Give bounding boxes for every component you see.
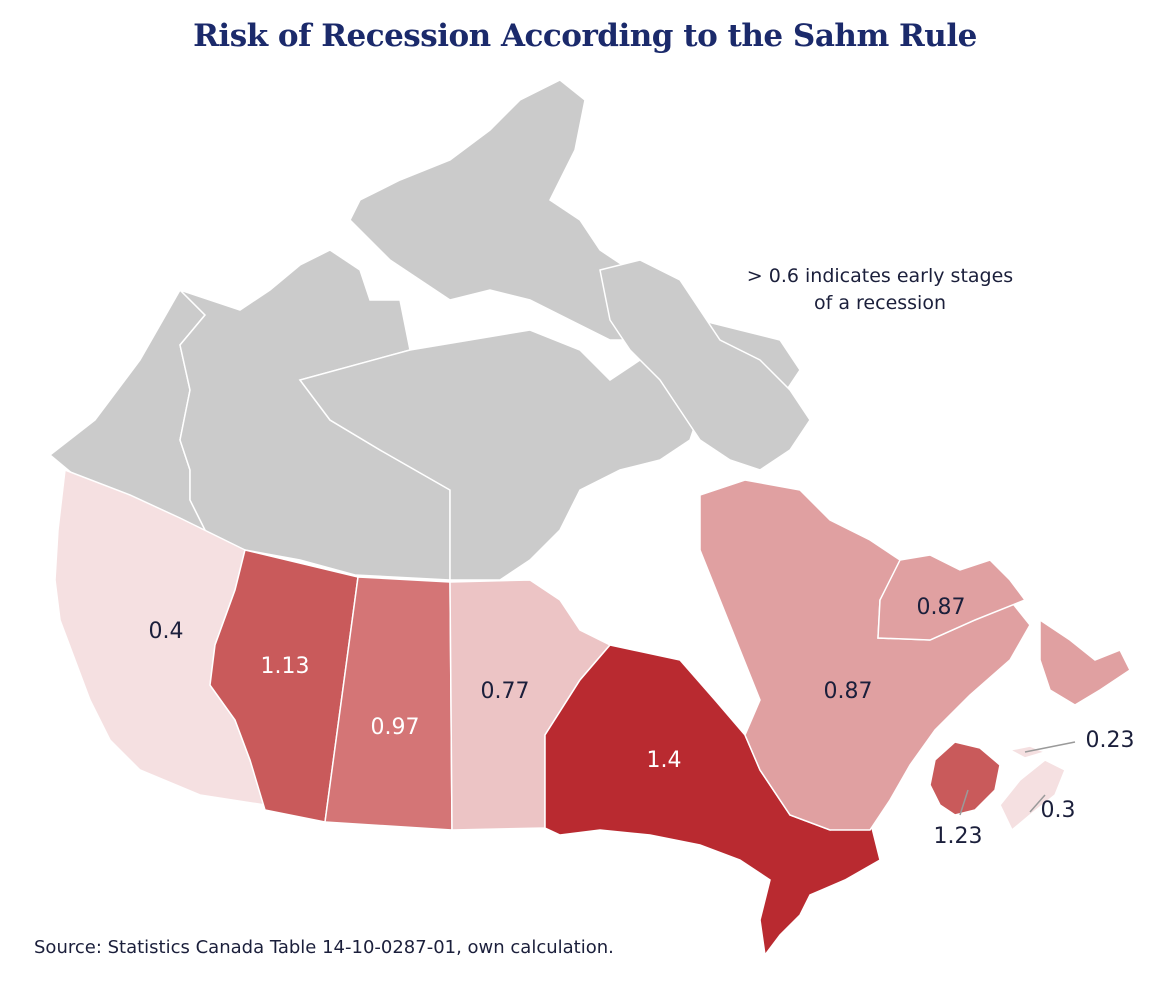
threshold-note-line2: of a recession [814, 292, 946, 314]
source-note: Source: Statistics Canada Table 14-10-02… [34, 937, 614, 958]
leader-nova-scotia [1029, 794, 1046, 813]
label-alberta: 1.13 [261, 654, 310, 679]
label-ontario: 1.4 [647, 748, 682, 773]
map-title: Risk of Recession According to the Sahm … [193, 18, 977, 54]
region-nova-scotia[interactable] [999, 759, 1066, 832]
threshold-note: > 0.6 indicates early stages of a recess… [700, 263, 1060, 317]
region-newfoundland-labrador[interactable] [877, 554, 1131, 706]
callout-lines [959, 741, 1076, 816]
label-prince-edward-island: 0.23 [1086, 728, 1135, 753]
label-british-columbia: 0.4 [149, 619, 184, 644]
nunavut-mainland [298, 329, 701, 581]
label-new-brunswick: 1.23 [934, 824, 983, 849]
label-saskatchewan: 0.97 [371, 715, 420, 740]
value-labels: 0.4 1.13 0.97 0.77 1.4 0.87 0.87 1.23 0.… [149, 595, 1135, 849]
leader-pei [1024, 741, 1076, 753]
label-newfoundland-labrador: 0.87 [917, 595, 966, 620]
territories [48, 79, 811, 581]
label-nova-scotia: 0.3 [1041, 798, 1076, 823]
label-manitoba: 0.77 [481, 679, 530, 704]
baffin-island [599, 259, 811, 471]
label-quebec: 0.87 [824, 679, 873, 704]
region-new-brunswick[interactable] [929, 741, 1001, 816]
threshold-note-line1: > 0.6 indicates early stages [746, 265, 1014, 287]
provinces [54, 468, 1131, 957]
leader-new-brunswick [959, 789, 969, 816]
region-quebec[interactable] [699, 479, 1031, 831]
